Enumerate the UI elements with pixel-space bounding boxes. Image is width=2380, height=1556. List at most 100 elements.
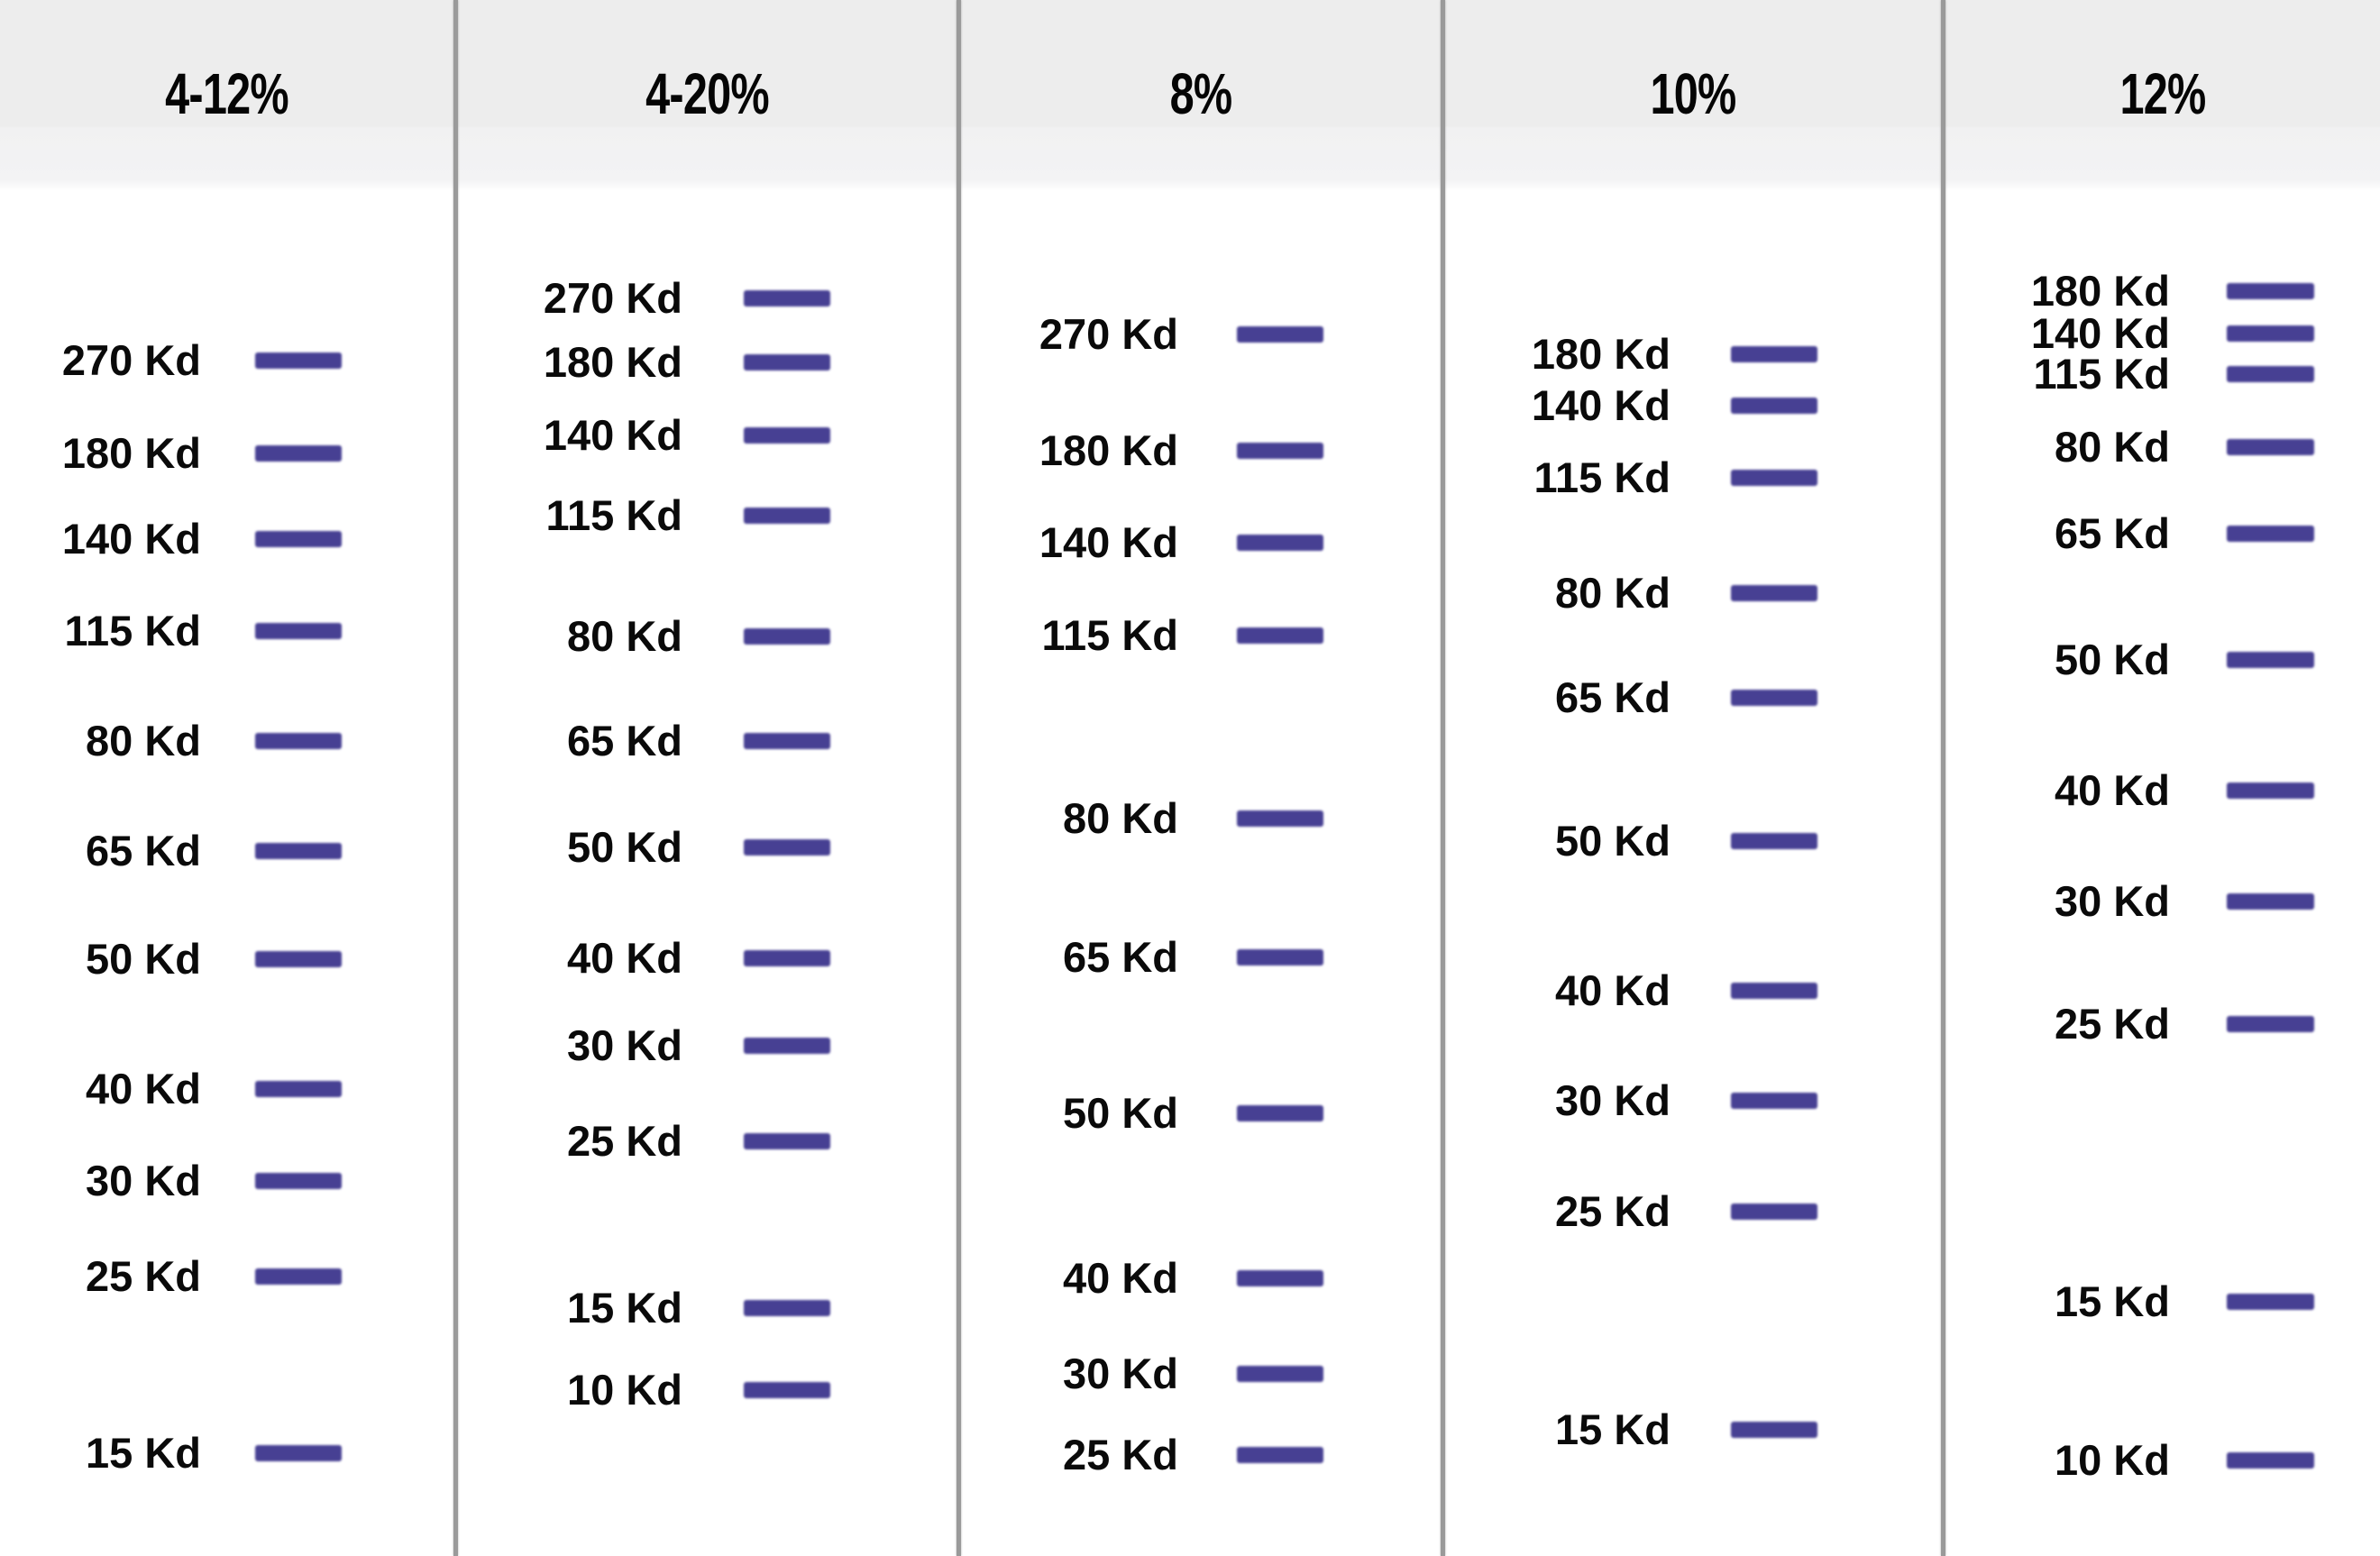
band-label: 140 Kd <box>2030 309 2170 357</box>
lane-header-4-20pct: 4-20% <box>645 61 770 126</box>
band-bar <box>744 427 830 444</box>
band-bar <box>744 1038 830 1054</box>
band-bar <box>1731 690 1817 706</box>
band-bar <box>1237 535 1323 551</box>
band-bar <box>2227 1016 2314 1032</box>
lane-header-12pct: 12% <box>2119 61 2206 126</box>
band-bar <box>1237 627 1323 644</box>
band-label: 30 Kd <box>1555 1076 1671 1124</box>
band-label: 140 Kd <box>61 515 201 563</box>
band-bar <box>1237 326 1323 343</box>
band-bar <box>744 950 830 966</box>
band-bar <box>744 1133 830 1149</box>
band-bar <box>744 354 830 371</box>
lane-divider-line <box>957 0 961 1556</box>
band-label: 180 Kd <box>543 338 682 386</box>
band-bar <box>2227 1452 2314 1469</box>
band-label: 15 Kd <box>2055 1277 2170 1325</box>
band-label: 40 Kd <box>1063 1254 1178 1302</box>
band-label: 10 Kd <box>2055 1436 2170 1484</box>
band-label: 30 Kd <box>1063 1350 1178 1397</box>
band-bar <box>1731 1093 1817 1109</box>
band-bar <box>2227 325 2314 342</box>
band-bar <box>744 290 830 307</box>
band-label: 115 Kd <box>1041 611 1178 659</box>
header-band <box>0 0 2380 191</box>
band-label: 180 Kd <box>61 429 201 477</box>
band-label: 50 Kd <box>86 935 201 983</box>
lane-header-10pct: 10% <box>1650 61 1736 126</box>
band-label: 50 Kd <box>1555 817 1671 865</box>
band-label: 25 Kd <box>1555 1187 1671 1235</box>
band-label: 80 Kd <box>1063 794 1178 842</box>
band-bar <box>1731 470 1817 486</box>
band-label: 25 Kd <box>1063 1431 1178 1478</box>
band-bar <box>744 839 830 856</box>
band-bar <box>255 1445 342 1461</box>
band-label: 50 Kd <box>2055 636 2170 683</box>
band-bar <box>255 531 342 547</box>
band-label: 65 Kd <box>2055 509 2170 557</box>
band-bar <box>255 445 342 462</box>
band-bar <box>1237 1270 1323 1286</box>
band-bar <box>255 1081 342 1097</box>
band-bar <box>1731 398 1817 414</box>
band-bar <box>1237 1105 1323 1121</box>
band-bar <box>1731 1422 1817 1438</box>
band-label: 25 Kd <box>2055 1000 2170 1048</box>
band-bar <box>1731 1204 1817 1220</box>
band-bar <box>1237 443 1323 459</box>
band-bar <box>1237 810 1323 827</box>
band-label: 115 Kd <box>1533 453 1671 501</box>
band-bar <box>1237 1366 1323 1382</box>
band-label: 15 Kd <box>1555 1405 1671 1453</box>
band-bar <box>2227 439 2314 455</box>
band-label: 140 Kd <box>1039 518 1178 566</box>
band-bar <box>2227 526 2314 542</box>
band-bar <box>255 733 342 749</box>
band-bar <box>2227 1294 2314 1310</box>
band-label: 270 Kd <box>61 336 201 384</box>
band-label: 50 Kd <box>567 823 682 871</box>
band-label: 80 Kd <box>1555 569 1671 617</box>
lane-header-8pct: 8% <box>1169 61 1233 126</box>
band-label: 80 Kd <box>2055 423 2170 471</box>
band-label: 270 Kd <box>1039 310 1178 358</box>
band-label: 65 Kd <box>86 827 201 874</box>
band-bar <box>1731 346 1817 362</box>
band-label: 15 Kd <box>567 1284 682 1332</box>
band-label: 180 Kd <box>2030 267 2170 315</box>
band-label: 15 Kd <box>86 1429 201 1477</box>
band-bar <box>2227 783 2314 799</box>
band-bar <box>1731 833 1817 849</box>
band-label: 65 Kd <box>1063 933 1178 981</box>
band-bar <box>1731 983 1817 999</box>
band-label: 40 Kd <box>1555 966 1671 1014</box>
band-label: 270 Kd <box>543 274 682 322</box>
band-bar <box>255 843 342 859</box>
band-bar <box>744 628 830 645</box>
band-bar <box>744 508 830 524</box>
band-label: 115 Kd <box>545 491 682 539</box>
band-label: 30 Kd <box>567 1021 682 1069</box>
band-label: 65 Kd <box>1555 673 1671 721</box>
band-label: 25 Kd <box>567 1117 682 1165</box>
band-label: 40 Kd <box>2055 766 2170 814</box>
band-label: 65 Kd <box>567 717 682 764</box>
band-label: 10 Kd <box>567 1366 682 1414</box>
band-bar <box>255 1173 342 1189</box>
band-label: 180 Kd <box>1531 330 1671 378</box>
band-bar <box>255 1268 342 1285</box>
band-label: 140 Kd <box>1531 381 1671 429</box>
band-bar <box>1731 585 1817 601</box>
band-label: 80 Kd <box>86 717 201 764</box>
band-label: 25 Kd <box>86 1252 201 1300</box>
band-bar <box>1237 949 1323 966</box>
band-bar <box>2227 283 2314 299</box>
band-label: 115 Kd <box>2033 350 2170 398</box>
lane-header-4-12pct: 4-12% <box>165 61 289 126</box>
band-label: 50 Kd <box>1063 1089 1178 1137</box>
band-label: 180 Kd <box>1039 426 1178 474</box>
band-bar <box>1237 1447 1323 1463</box>
